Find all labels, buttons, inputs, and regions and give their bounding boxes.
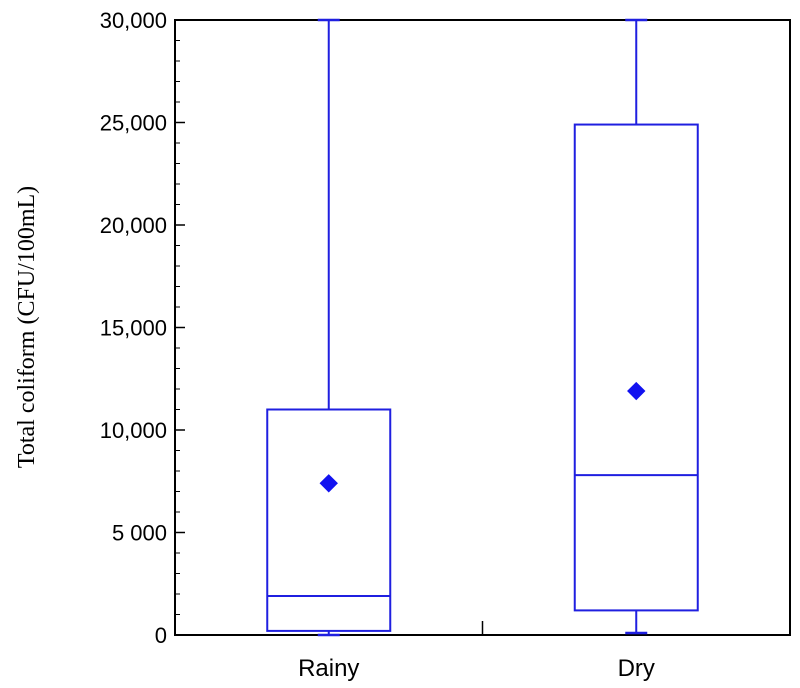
y-axis-title: Total coliform (CFU/100mL) xyxy=(14,186,40,468)
iqr-box xyxy=(266,408,392,632)
y-tick-label: 20,000 xyxy=(100,213,167,238)
x-category-label: Rainy xyxy=(298,655,359,682)
x-axis: Rainy Dry xyxy=(298,621,655,682)
y-minor-ticks xyxy=(175,40,180,615)
mean-marker xyxy=(319,474,338,493)
y-axis: 0 5 000 10,000 15,000 20,000 25,000 30,000 xyxy=(100,8,185,648)
y-tick-label: 15,000 xyxy=(100,316,167,341)
y-tick-label: 0 xyxy=(155,623,167,648)
y-tick-label: 25,000 xyxy=(100,111,167,136)
mean-marker xyxy=(627,381,646,401)
x-category-label: Dry xyxy=(618,655,655,682)
box-rainy xyxy=(266,18,392,637)
y-tick-label: 30,000 xyxy=(100,8,167,33)
iqr-box xyxy=(573,123,699,612)
box-dry xyxy=(573,18,699,635)
y-tick-label: 10,000 xyxy=(100,418,167,443)
boxes-group xyxy=(266,18,699,637)
y-tick-label: 5 000 xyxy=(112,521,167,546)
